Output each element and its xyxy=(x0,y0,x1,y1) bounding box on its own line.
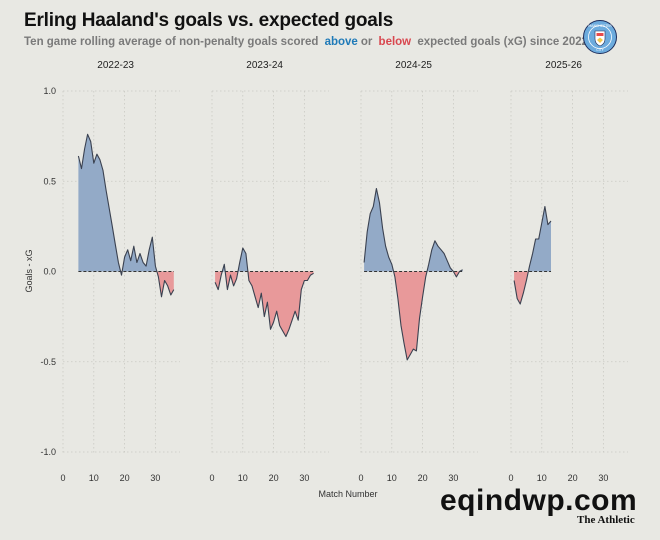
facet-title-2022-23: 2022-23 xyxy=(97,60,134,71)
series-line-2025-26 xyxy=(513,205,552,305)
y-tick-label: 0.5 xyxy=(43,176,56,186)
subtitle-or-word: or xyxy=(360,36,373,48)
area-layer xyxy=(77,133,552,361)
area-above-2022-23 xyxy=(78,134,121,272)
area-below-2023-24 xyxy=(247,271,314,337)
y-tick-label: 1.0 xyxy=(43,86,56,96)
x-tick-label: 20 xyxy=(120,473,130,483)
facet-title-2025-26: 2025-26 xyxy=(545,60,582,71)
x-tick-label: 30 xyxy=(299,473,309,483)
x-tick-label: 0 xyxy=(60,473,65,483)
area-below-2025-26 xyxy=(514,271,529,304)
subtitle-prefix: Ten game rolling average of non-penalty … xyxy=(24,36,319,48)
series-line-2022-23 xyxy=(77,133,175,298)
chart-title: Erling Haaland's goals vs. expected goal… xyxy=(24,10,394,31)
area-below-2024-25 xyxy=(453,271,460,277)
club-crest-logo: MANCHESTER CITY xyxy=(583,20,617,54)
area-below-2024-25 xyxy=(393,271,427,360)
watermark-text: eqindwp.com xyxy=(440,484,638,517)
area-below-2023-24 xyxy=(225,271,238,290)
x-tick-label: 10 xyxy=(387,473,397,483)
x-tick-label: 20 xyxy=(568,473,578,483)
y-tick-label: 0.0 xyxy=(43,267,56,277)
area-above-2024-25 xyxy=(427,240,454,272)
area-above-2024-25 xyxy=(364,188,394,272)
x-tick-label: 30 xyxy=(598,473,608,483)
x-tick-label: 0 xyxy=(358,473,363,483)
y-axis-label: Goals - xG xyxy=(24,249,34,292)
grid-layer xyxy=(62,90,628,454)
x-tick-label: 10 xyxy=(89,473,99,483)
crest-text-top: MANCHESTER xyxy=(588,24,612,28)
axis-layer: 1.0 0.5 0.0 -0.5 -1.0 2022-23 0 10 20 30 2023-24 0 1… xyxy=(40,60,608,483)
x-axis-label: Match Number xyxy=(318,489,377,499)
crest-text-bottom: CITY xyxy=(596,48,604,52)
x-tick-label: 30 xyxy=(448,473,458,483)
facet-title-2023-24: 2023-24 xyxy=(246,60,283,71)
y-tick-label: -0.5 xyxy=(40,357,56,367)
facet-title-2024-25: 2024-25 xyxy=(395,60,432,71)
x-tick-label: 30 xyxy=(150,473,160,483)
subtitle-suffix: expected goals (xG) since 2022-23 xyxy=(417,36,605,48)
y-tick-label: -1.0 xyxy=(40,447,56,457)
x-tick-label: 0 xyxy=(508,473,513,483)
x-tick-label: 10 xyxy=(238,473,248,483)
chart-subtitle: Ten game rolling average of non-penalty … xyxy=(24,36,605,48)
subtitle-above-word: above xyxy=(324,36,358,48)
area-above-2025-26 xyxy=(528,206,551,272)
series-line-2024-25 xyxy=(363,187,463,361)
series-line-2023-24 xyxy=(214,247,314,338)
x-tick-label: 0 xyxy=(209,473,214,483)
x-tick-label: 20 xyxy=(269,473,279,483)
x-tick-label: 20 xyxy=(418,473,428,483)
area-above-2022-23 xyxy=(122,237,157,272)
x-tick-label: 10 xyxy=(537,473,547,483)
subtitle-below-word: below xyxy=(378,36,412,48)
publisher-logo-text: The Athletic xyxy=(577,514,635,526)
